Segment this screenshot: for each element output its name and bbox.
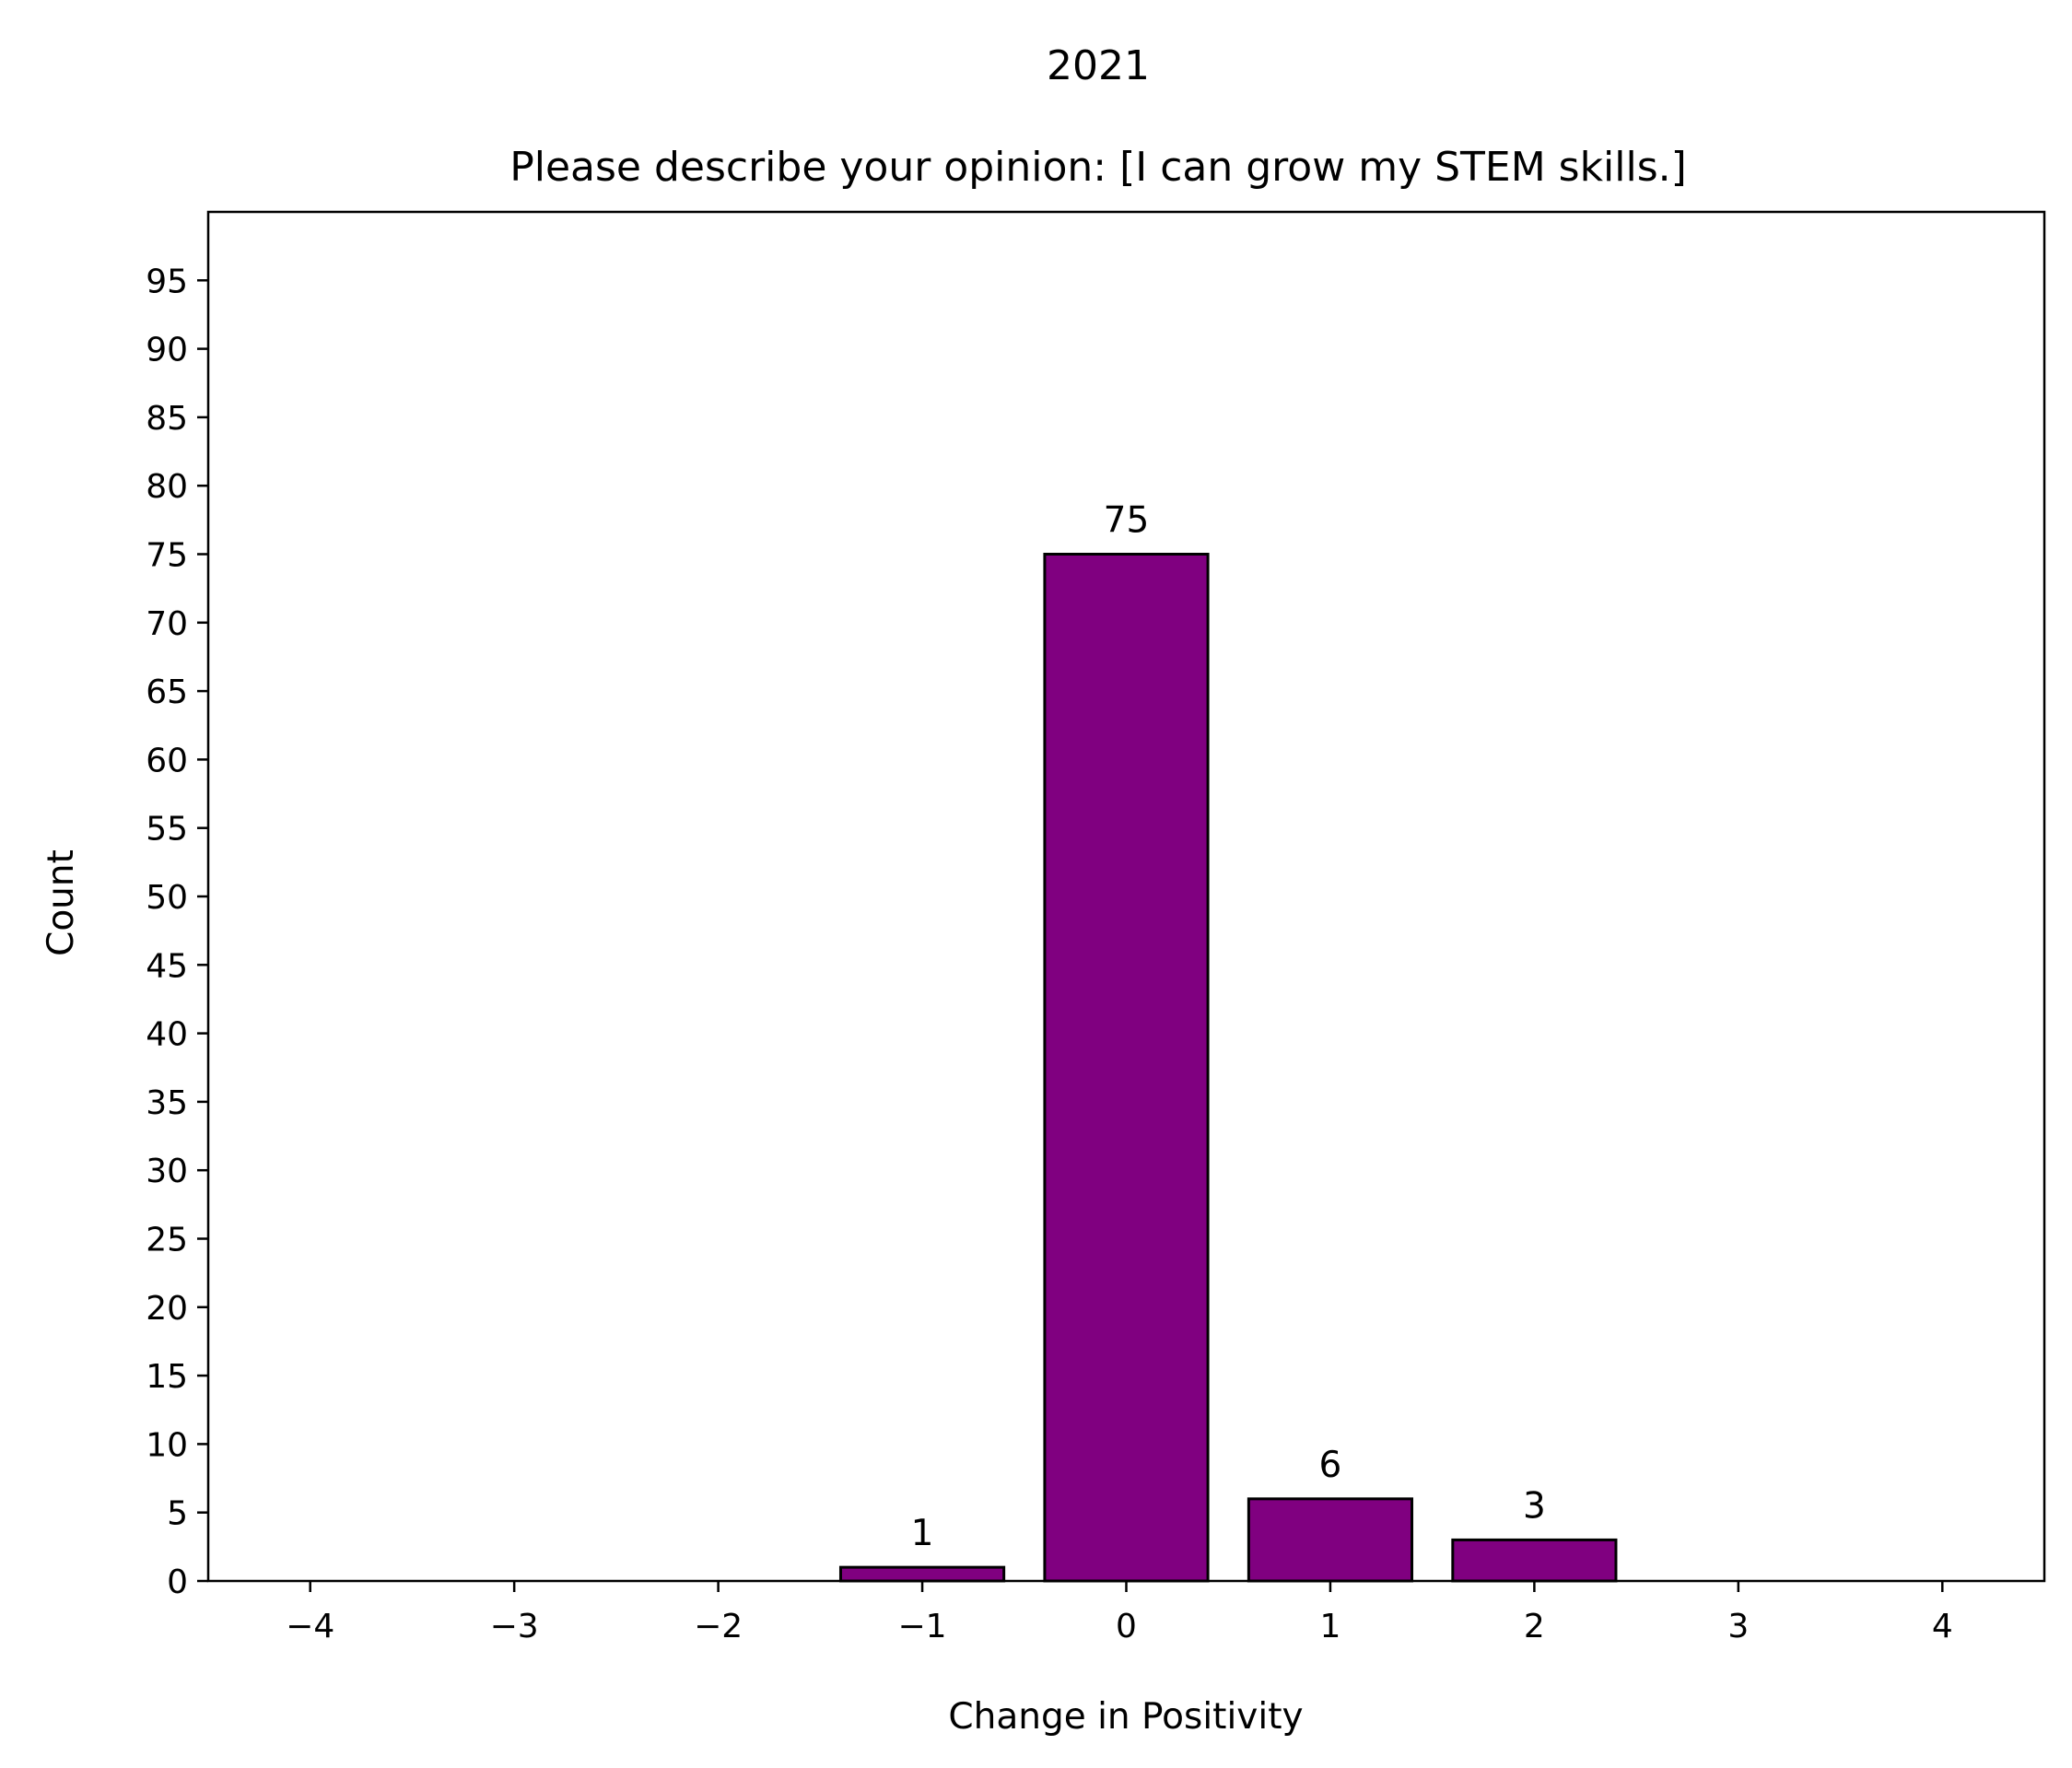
bar-1 (1043, 553, 1210, 1583)
y-tick-label: 35 (146, 1084, 188, 1122)
y-tick-label: 25 (146, 1222, 188, 1259)
x-tick-label: 3 (1727, 1608, 1749, 1645)
x-tick-label: 4 (1932, 1608, 1953, 1645)
x-tick-label: 2 (1524, 1608, 1545, 1645)
y-tick-label: 20 (146, 1290, 188, 1328)
y-axis-label: Count (41, 849, 82, 956)
bar-0 (838, 1565, 1006, 1583)
y-tick-label: 70 (146, 605, 188, 643)
y-tick-label: 0 (167, 1563, 188, 1601)
y-tick-label: 85 (146, 400, 188, 438)
bar-value-label: 1 (911, 1513, 934, 1554)
y-tick-label: 30 (146, 1153, 188, 1190)
x-axis-ticks: −4 −3 −2 −1 0 1 2 3 4 (286, 1581, 1953, 1645)
bar-value-label: 6 (1319, 1445, 1342, 1486)
bars-group (838, 553, 1618, 1583)
chart-suptitle: 2021 (1047, 42, 1150, 89)
bar-value-label: 75 (1104, 500, 1150, 542)
y-tick-label: 15 (146, 1358, 188, 1396)
bar-labels-group: 1 75 6 3 (911, 500, 1546, 1555)
y-tick-label: 50 (146, 879, 188, 917)
bar-2 (1247, 1497, 1414, 1583)
x-tick-label: −2 (694, 1608, 743, 1645)
x-axis-label: Change in Positivity (948, 1696, 1303, 1738)
y-tick-label: 90 (146, 332, 188, 369)
y-tick-label: 60 (146, 742, 188, 779)
bar-3 (1451, 1538, 1618, 1583)
y-tick-label: 5 (167, 1495, 188, 1533)
y-tick-label: 95 (146, 263, 188, 300)
y-tick-label: 75 (146, 537, 188, 575)
y-tick-label: 80 (146, 468, 188, 506)
y-tick-label: 10 (146, 1426, 188, 1464)
x-tick-label: −4 (286, 1608, 334, 1645)
y-tick-label: 45 (146, 947, 188, 985)
y-axis-ticks: 0 5 10 15 20 25 30 35 40 45 50 55 60 65 70 75 80 85 90 95 (146, 263, 208, 1601)
x-tick-label: 0 (1116, 1608, 1137, 1645)
bar-value-label: 3 (1523, 1485, 1546, 1527)
x-tick-label: 1 (1319, 1608, 1340, 1645)
y-tick-label: 40 (146, 1016, 188, 1054)
y-tick-label: 65 (146, 673, 188, 711)
y-tick-label: 55 (146, 811, 188, 849)
x-tick-label: −1 (898, 1608, 947, 1645)
x-tick-label: −3 (490, 1608, 539, 1645)
chart-title: Please describe your opinion: [I can gro… (509, 144, 1687, 191)
